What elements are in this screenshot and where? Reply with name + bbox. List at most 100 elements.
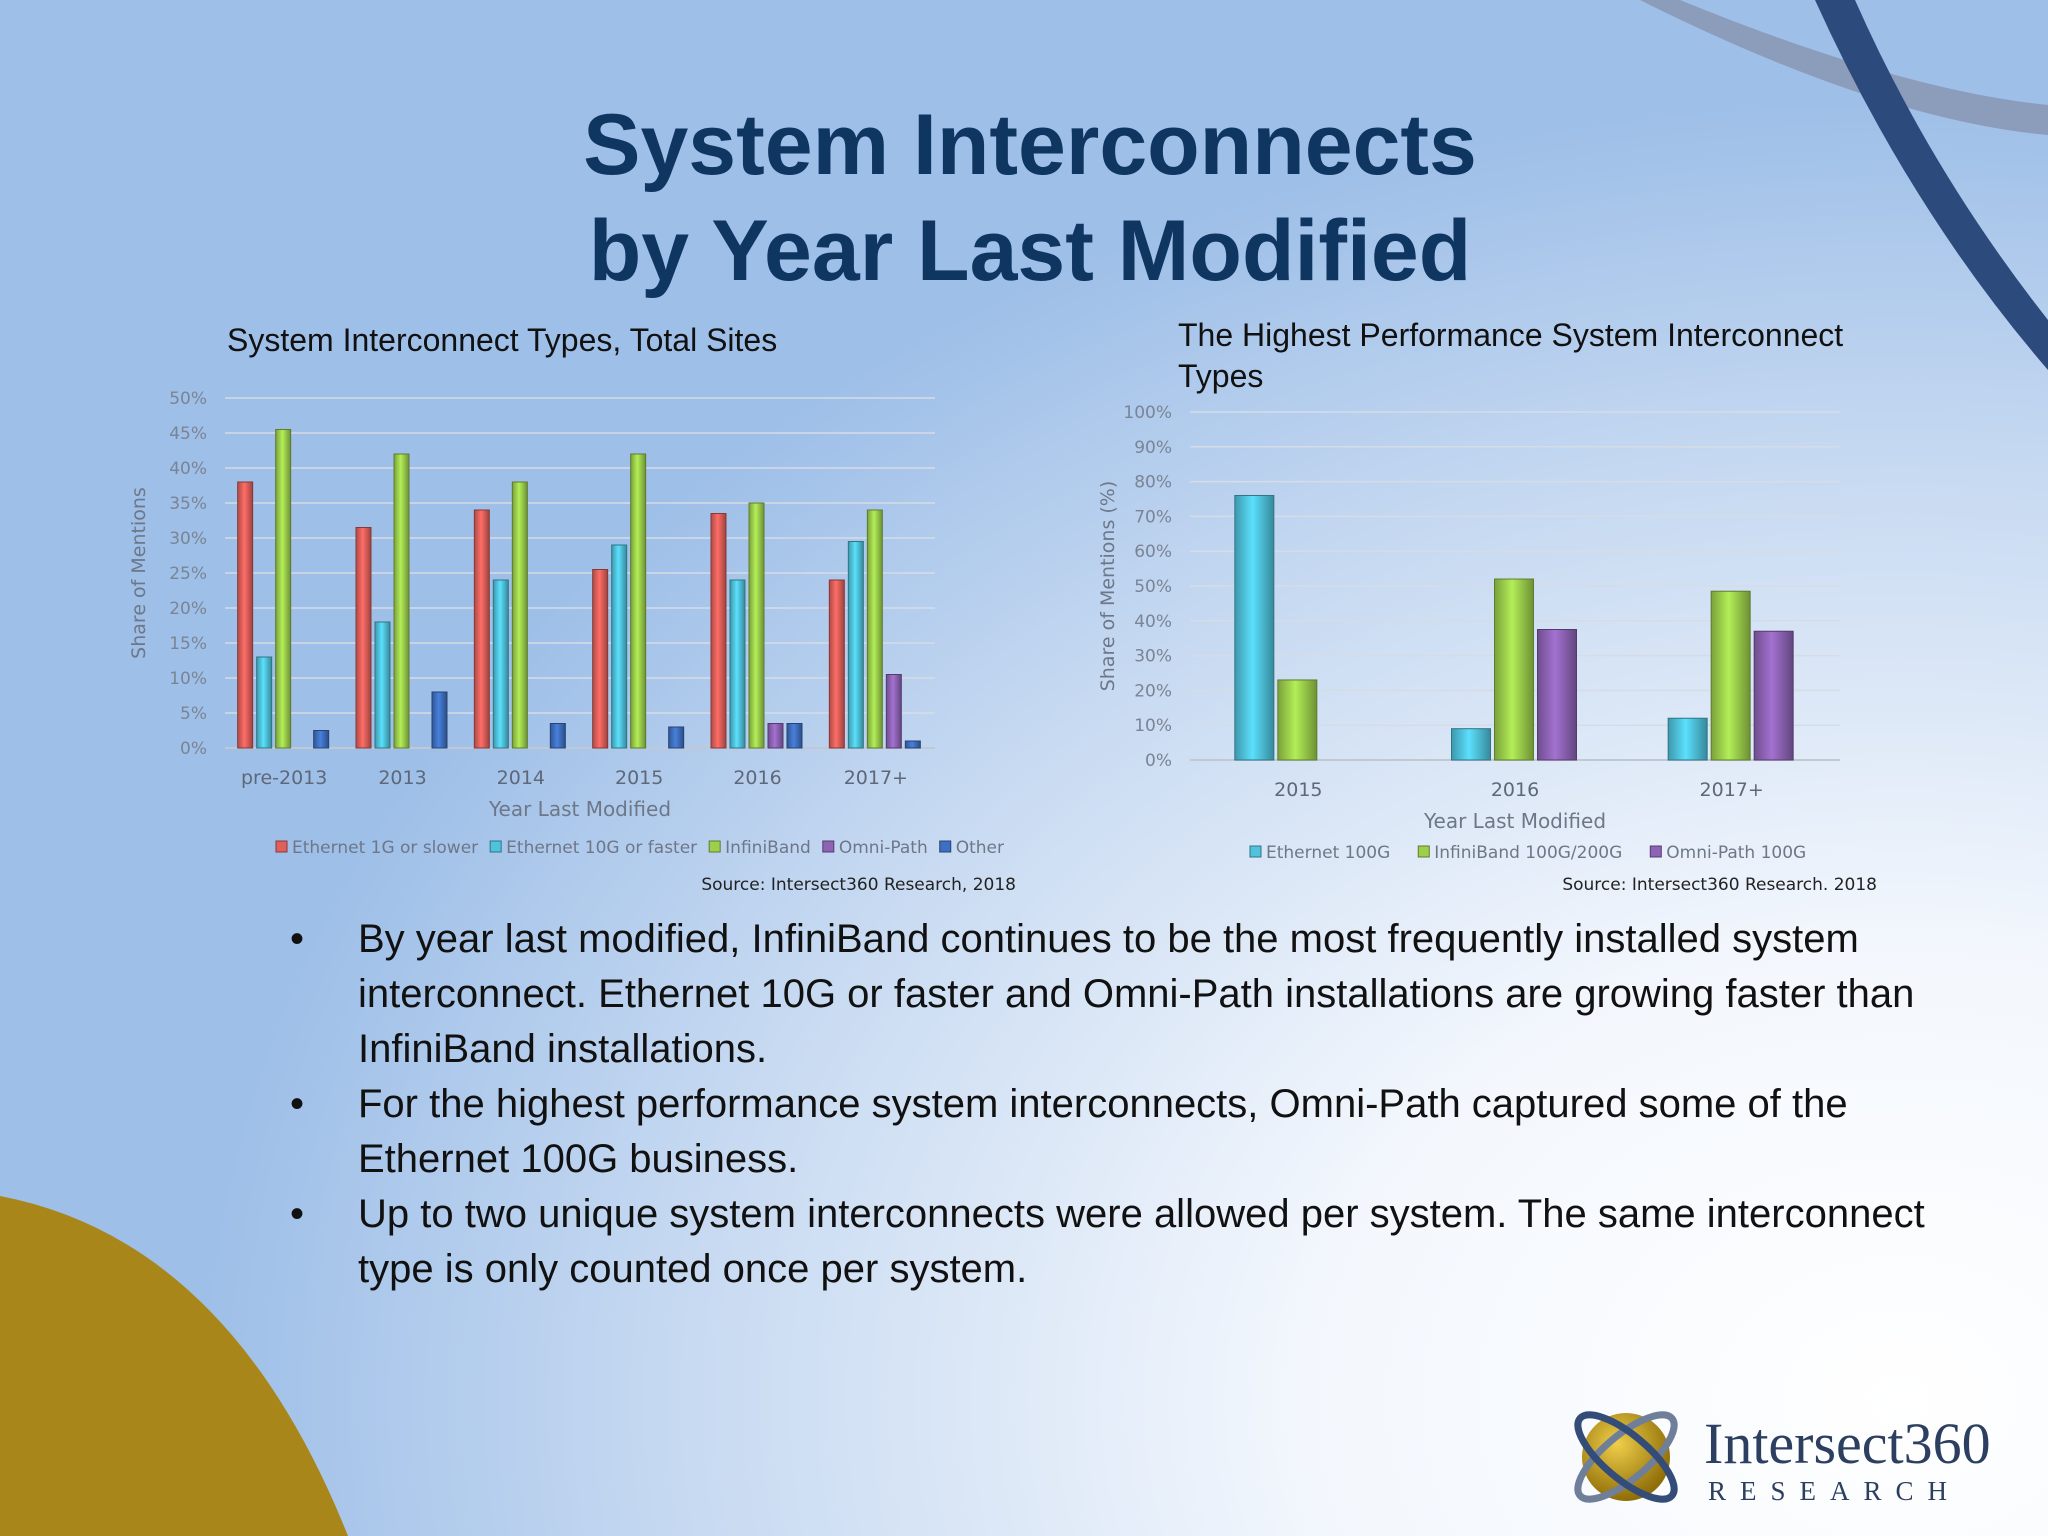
x-tick-label: 2014	[497, 767, 545, 789]
y-tick-label: 10%	[1134, 716, 1172, 736]
y-tick-label: 40%	[1134, 612, 1172, 632]
bullet-text: Up to two unique system interconnects we…	[358, 1192, 1925, 1291]
bar-pre-2013-ethernet-10g-or-faster	[256, 656, 273, 749]
bar-2017+-infiniband-100g-200g	[1710, 590, 1751, 761]
bullet-marker: •	[290, 917, 305, 961]
legend-label: InfiniBand	[725, 838, 811, 858]
bar-2013-other	[431, 691, 448, 749]
x-tick-label: 2013	[378, 767, 426, 789]
legend-label: Omni-Path 100G	[1666, 843, 1806, 863]
chart-source-note: Source: Intersect360 Research. 2018	[1562, 875, 1877, 895]
y-tick-label: 100%	[1123, 403, 1172, 423]
y-tick-label: 35%	[169, 494, 207, 514]
bar-2016-ethernet-1g-or-slower	[710, 513, 727, 749]
logo-subtitle: RESEARCH	[1708, 1476, 1962, 1506]
bar-pre-2013-ethernet-1g-or-slower	[237, 481, 254, 749]
y-tick-label: 15%	[169, 634, 207, 654]
bar-2015-infiniband-100g-200g	[1277, 679, 1318, 761]
legend-swatch	[1417, 845, 1430, 858]
bar-2016-infiniband	[748, 502, 765, 749]
bar-2017+-infiniband	[866, 509, 883, 749]
chart-1-title: System Interconnect Types, Total Sites	[227, 322, 778, 358]
bar-2017+-other	[904, 740, 921, 749]
swoosh-lower	[1815, 0, 2048, 370]
title-line-1: System Interconnects	[583, 97, 1477, 193]
bar-pre-2013-other	[313, 730, 330, 749]
y-tick-label: 20%	[169, 599, 207, 619]
legend-swatch	[1249, 845, 1262, 858]
y-tick-label: 30%	[169, 529, 207, 549]
bar-2013-infiniband	[393, 453, 410, 749]
y-tick-label: 20%	[1134, 681, 1172, 701]
x-tick-label: 2017+	[844, 767, 908, 789]
x-tick-label: 2016	[1491, 779, 1539, 801]
x-tick-label: 2015	[1274, 779, 1322, 801]
legend-swatch	[822, 840, 835, 853]
y-axis-label: Share of Mentions	[128, 487, 150, 659]
bar-2015-infiniband	[630, 453, 647, 749]
bar-2015-ethernet-10g-or-faster	[611, 544, 628, 749]
x-tick-label: 2015	[615, 767, 663, 789]
chart-source-note: Source: Intersect360 Research, 2018	[701, 875, 1016, 895]
legend-label: Ethernet 1G or slower	[292, 838, 478, 858]
swoosh-upper	[1640, 0, 2048, 135]
bullet-text: By year last modified, InfiniBand contin…	[358, 917, 1915, 1071]
bar-2016-infiniband-100g-200g	[1494, 578, 1534, 761]
bar-2016-ethernet-100g	[1451, 728, 1491, 761]
legend-label: Ethernet 10G or faster	[506, 838, 697, 858]
bar-2017+-omni-path-100g	[1753, 630, 1794, 761]
bar-2014-ethernet-1g-or-slower	[473, 509, 490, 749]
legend-swatch	[1649, 845, 1662, 858]
slide-title: System Interconnects by Year Last Modifi…	[330, 92, 1730, 304]
gold-arc	[0, 1196, 348, 1536]
bar-2015-ethernet-1g-or-slower	[592, 569, 609, 749]
bullet-marker: •	[290, 1082, 305, 1126]
bar-pre-2013-infiniband	[275, 429, 292, 749]
y-tick-label: 0%	[180, 739, 207, 759]
chart-2-title: The Highest Performance System Interconn…	[1178, 317, 1844, 394]
y-axis-label: Share of Mentions (%)	[1097, 481, 1119, 692]
y-tick-label: 25%	[169, 564, 207, 584]
y-tick-label: 5%	[180, 704, 207, 724]
legend-swatch	[489, 840, 502, 853]
x-axis-label: Year Last Modified	[1423, 809, 1606, 833]
y-tick-label: 60%	[1134, 542, 1172, 562]
legend-swatch	[275, 840, 288, 853]
intersect360-logo: Intersect360 RESEARCH	[1556, 1392, 2016, 1522]
bullet-marker: •	[290, 1192, 305, 1236]
bar-2016-omni-path-100g	[1537, 629, 1577, 761]
y-tick-label: 90%	[1134, 438, 1172, 458]
bullet-item: • Up to two unique system interconnects …	[290, 1187, 1930, 1297]
x-axis-label: Year Last Modified	[488, 797, 671, 821]
legend-label: Omni-Path	[839, 838, 928, 858]
y-tick-label: 50%	[1134, 577, 1172, 597]
y-tick-label: 80%	[1134, 473, 1172, 493]
logo-globe-icon	[1574, 1411, 1678, 1503]
logo-name: Intersect360	[1704, 1411, 1991, 1476]
y-tick-label: 10%	[169, 669, 207, 689]
bar-2017+-omni-path	[885, 674, 902, 749]
y-tick-label: 70%	[1134, 507, 1172, 527]
bar-2015-ethernet-100g	[1234, 495, 1275, 761]
y-tick-label: 30%	[1134, 647, 1172, 667]
y-tick-label: 50%	[169, 389, 207, 409]
y-tick-label: 45%	[169, 424, 207, 444]
bar-2017+-ethernet-100g	[1667, 717, 1708, 761]
chart-2-highest-performance: 0% 10% 20% 30% 40% 50% 60% 70% 80% 90% 100% Share o…	[1097, 403, 1877, 895]
bar-2017+-ethernet-1g-or-slower	[828, 579, 845, 749]
legend-swatch	[708, 840, 721, 853]
x-tick-label: 2016	[733, 767, 781, 789]
bar-2013-ethernet-1g-or-slower	[355, 527, 372, 749]
bar-2015-other	[668, 726, 685, 749]
bullet-list: • By year last modified, InfiniBand cont…	[290, 912, 1930, 1297]
bullet-text: For the highest performance system inter…	[358, 1082, 1848, 1181]
bar-2017+-ethernet-10g-or-faster	[847, 541, 864, 749]
legend-label: InfiniBand 100G/200G	[1434, 843, 1622, 863]
x-tick-label: pre-2013	[241, 767, 327, 789]
x-tick-label: 2017+	[1700, 779, 1764, 801]
y-tick-label: 40%	[169, 459, 207, 479]
bar-2013-ethernet-10g-or-faster	[374, 621, 391, 749]
bar-2014-other	[549, 723, 566, 749]
